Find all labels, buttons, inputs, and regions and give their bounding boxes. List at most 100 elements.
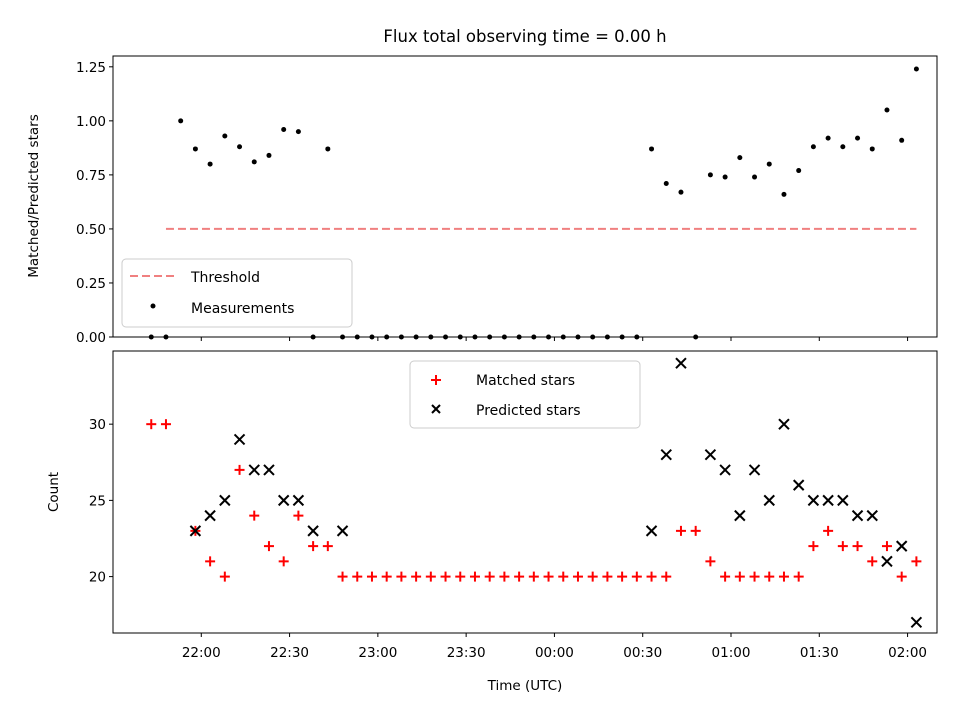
predicted-star-marker-b [895, 540, 908, 552]
matched-stars-points [146, 419, 922, 582]
top-legend: Threshold Measurements [121, 258, 353, 328]
predicted-star-marker-b [748, 464, 761, 476]
matched-star-marker [602, 571, 613, 582]
predicted-star-marker [219, 494, 231, 507]
matched-star-marker [455, 571, 466, 582]
matched-star-marker [514, 571, 525, 582]
measurement-point [281, 126, 287, 132]
matched-star-marker [764, 571, 775, 582]
x-tick-label: 22:30 [270, 645, 309, 661]
measurement-point [752, 174, 758, 180]
predicted-star-marker-b [263, 464, 275, 476]
matched-star-marker [705, 556, 716, 567]
matched-star-marker [617, 571, 628, 582]
predicted-star-marker [336, 525, 349, 537]
predicted-star-marker [277, 494, 290, 507]
matched-star-marker [366, 571, 377, 582]
measurement-point [237, 144, 243, 150]
x-tick-label: 00:00 [535, 645, 574, 661]
measurement-point [207, 161, 213, 167]
top-y-tick-label: 0.75 [76, 168, 106, 184]
predicted-star-marker-b [807, 494, 820, 507]
top-y-tick-label: 1.00 [76, 114, 106, 130]
predicted-star-marker [719, 464, 731, 476]
bottom-legend: Matched stars Predicted stars [409, 360, 641, 429]
matched-star-marker [411, 571, 422, 582]
measurement-point [325, 146, 331, 152]
matched-star-marker [587, 571, 598, 582]
matched-star-marker [219, 571, 230, 582]
predicted-star-marker [704, 448, 717, 461]
matched-star-marker [911, 556, 922, 567]
predicted-star-marker [792, 479, 805, 491]
matched-star-marker [690, 525, 701, 536]
matched-star-marker [528, 571, 539, 582]
predicted-star-marker-b [719, 464, 731, 476]
matched-star-marker [867, 556, 878, 567]
measurement-point [810, 144, 816, 150]
bottom-y-tick-label: 30 [89, 417, 106, 433]
predicted-star-marker-b [837, 494, 849, 507]
predicted-star-marker-b [675, 357, 687, 369]
matched-star-marker [234, 464, 245, 475]
matched-star-marker [896, 571, 907, 582]
legend-matched-swatch [431, 375, 441, 385]
predicted-star-marker [778, 418, 790, 430]
predicted-star-marker-b [219, 494, 231, 507]
matched-star-marker [308, 541, 319, 552]
x-tick-label: 22:00 [182, 645, 221, 661]
predicted-star-marker [837, 494, 849, 507]
matched-star-marker [484, 571, 495, 582]
matched-star-marker [381, 571, 392, 582]
measurement-point [855, 135, 861, 141]
matched-star-marker [661, 571, 672, 582]
measurement-point [825, 135, 831, 141]
predicted-star-marker [204, 509, 216, 522]
matched-star-marker [631, 571, 642, 582]
measurement-point [737, 155, 743, 161]
matched-star-marker [558, 571, 569, 582]
measurement-point [884, 107, 890, 113]
top-axis-ticks: 0.00 0.25 0.50 0.75 1.00 1.25 [76, 60, 909, 346]
measurement-point [251, 159, 257, 165]
matched-star-marker [852, 541, 863, 552]
predicted-star-marker-b [778, 418, 790, 430]
measurement-point [649, 146, 655, 152]
matched-star-marker [793, 571, 804, 582]
legend-matched-label: Matched stars [476, 373, 575, 389]
predicted-star-marker [734, 509, 746, 522]
matched-star-marker [440, 571, 451, 582]
predicted-star-marker [248, 464, 260, 476]
x-tick-label: 23:30 [447, 645, 486, 661]
x-tick-label: 00:30 [623, 645, 662, 661]
top-y-tick-label: 1.25 [76, 60, 106, 76]
bottom-legend-box [409, 360, 641, 429]
x-axis-label: Time (UTC) [487, 678, 563, 694]
top-y-tick-label: 0.00 [76, 330, 106, 346]
predicted-star-marker [895, 540, 908, 552]
matched-star-marker [543, 571, 554, 582]
matched-star-marker [572, 571, 583, 582]
predicted-star-marker-b [277, 494, 290, 507]
x-tick-label: 01:30 [800, 645, 839, 661]
ratio-panel: Flux total observing time = 0.00 h Match… [26, 27, 938, 346]
matched-star-marker [352, 571, 363, 582]
bottom-y-tick-label: 20 [89, 570, 106, 586]
predicted-star-marker-b [248, 464, 260, 476]
top-y-tick-label: 0.50 [76, 222, 106, 238]
bottom-y-tick-label: 25 [89, 493, 106, 509]
top-y-axis-label: Matched/Predicted stars [26, 114, 42, 277]
matched-star-marker [646, 571, 657, 582]
top-y-tick-label: 0.25 [76, 276, 106, 292]
matched-star-marker [778, 571, 789, 582]
matched-star-marker [425, 571, 436, 582]
measurement-point [869, 146, 875, 152]
x-tick-label: 23:00 [358, 645, 397, 661]
predicted-star-marker-b [307, 525, 319, 537]
matched-star-marker [337, 571, 348, 582]
predicted-star-marker-b [204, 509, 216, 522]
bottom-axes-frame [112, 350, 938, 634]
legend-measurements-swatch [150, 303, 156, 309]
predicted-star-marker [881, 555, 893, 568]
